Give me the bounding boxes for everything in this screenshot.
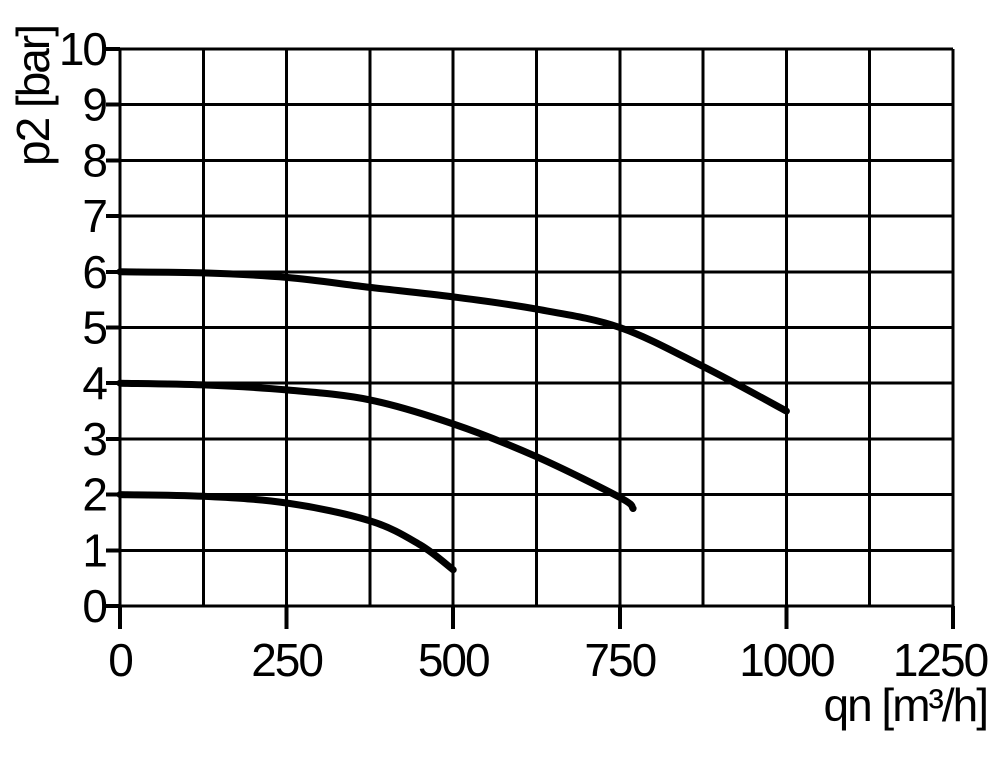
- y-tick-label: 4: [82, 357, 107, 409]
- x-tick-label: 250: [251, 634, 322, 686]
- curve-series-2: [116, 379, 637, 512]
- curve-series-3: [116, 491, 457, 574]
- x-tick-label: 1250: [893, 634, 988, 686]
- x-tick-label: 1000: [739, 634, 834, 686]
- y-tick-label: 5: [82, 302, 106, 354]
- x-tick-label: 750: [584, 634, 655, 686]
- y-tick-label: 8: [82, 134, 106, 186]
- x-tick-label: 0: [108, 634, 132, 686]
- grid: [118, 47, 955, 608]
- y-tick-label: 10: [59, 23, 107, 75]
- y-tick-label: 1: [82, 524, 106, 576]
- y-tick-label: 9: [82, 79, 106, 131]
- x-axis-title: qn [m³/h]: [823, 679, 989, 731]
- curve-series-1: [116, 268, 790, 415]
- ticks: [106, 47, 955, 629]
- y-tick-label: 7: [82, 190, 106, 242]
- y-tick-label: 6: [82, 246, 106, 298]
- x-tick-label: 500: [418, 634, 489, 686]
- y-tick-label: 2: [82, 469, 106, 521]
- y-tick-label: 0: [82, 580, 106, 632]
- y-tick-label: 3: [82, 413, 106, 465]
- curves: [116, 268, 790, 574]
- y-axis-title: p2 [bar]: [7, 26, 59, 166]
